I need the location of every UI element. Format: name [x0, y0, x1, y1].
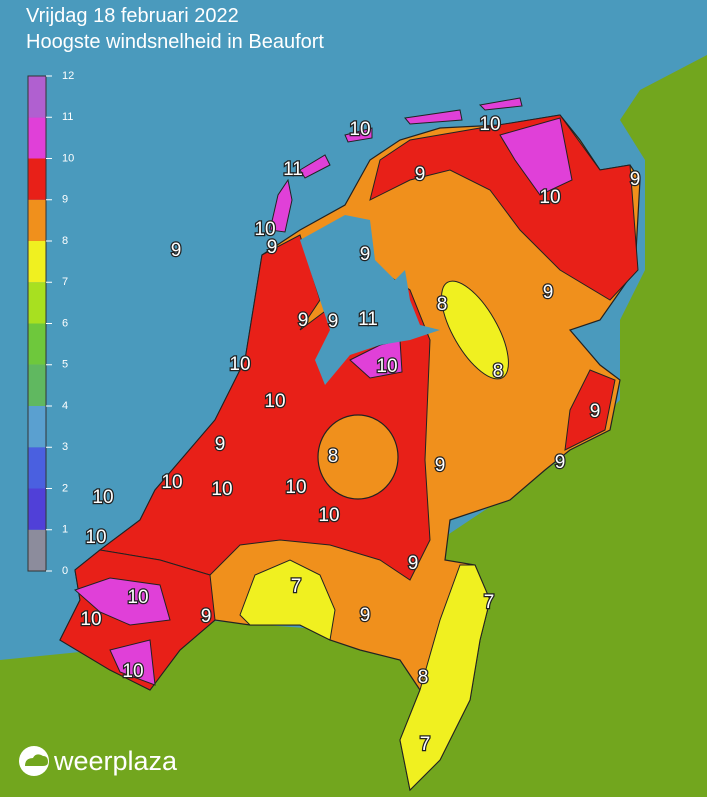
legend-swatch [28, 76, 46, 118]
legend-swatch [28, 323, 46, 365]
wind-label: 9 [298, 310, 309, 331]
legend-swatch [28, 529, 46, 571]
water [300, 215, 440, 385]
legend-swatch [28, 158, 46, 200]
wind-label: 9 [171, 240, 182, 261]
wind-label: 10 [161, 472, 182, 493]
legend-tick-label: 9 [62, 194, 68, 206]
wind-label: 8 [328, 446, 339, 467]
legend-tick-label: 3 [62, 441, 68, 453]
logo: weerplaza [53, 746, 178, 776]
wind-label: 10 [539, 187, 560, 208]
wind-label: 9 [630, 169, 641, 190]
wind-label: 11 [358, 309, 378, 330]
wind-label: 10 [479, 114, 500, 135]
legend-tick-label: 7 [62, 276, 68, 288]
legend-tick-label: 12 [62, 70, 74, 82]
wind-label: 7 [420, 734, 431, 755]
wind-label: 7 [484, 592, 495, 613]
legend-swatch [28, 364, 46, 406]
region-11 [499, 117, 573, 196]
wind-label: 9 [555, 452, 566, 473]
region-7 [239, 559, 336, 641]
legend-tick-label: 6 [62, 317, 68, 329]
wind-label: 10 [122, 661, 143, 682]
wind-label: 10 [85, 527, 106, 548]
wind-label: 10 [318, 505, 339, 526]
wind-label: 8 [493, 361, 504, 382]
legend-tick-label: 1 [62, 524, 68, 536]
island [269, 97, 523, 233]
wind-label: 9 [360, 244, 371, 265]
wind-label: 10 [349, 119, 370, 140]
land [0, 55, 707, 797]
wind-label: 8 [418, 667, 429, 688]
wind-label: 10 [264, 391, 285, 412]
region-8 [317, 414, 399, 500]
title: Vrijdag 18 februari 2022 [26, 5, 239, 27]
wind-label: 9 [328, 311, 339, 332]
wind-label: 9 [435, 455, 446, 476]
wind-label: 10 [285, 477, 306, 498]
wind-label: 9 [267, 237, 278, 258]
region-11 [74, 577, 171, 686]
wind-label: 10 [92, 487, 113, 508]
region-11 [349, 339, 403, 379]
legend-swatch [28, 406, 46, 448]
region-10 [564, 369, 616, 451]
wind-label: 10 [211, 479, 232, 500]
wind-label: 7 [291, 576, 302, 597]
wind-label: 9 [360, 605, 371, 626]
wind-label: 11 [283, 159, 303, 180]
legend-tick-label: 10 [62, 152, 74, 164]
legend-swatch [28, 488, 46, 530]
wind-label: 9 [590, 401, 601, 422]
logo-cloud [25, 754, 48, 766]
wind-label: 9 [543, 282, 554, 303]
legend-swatch [28, 447, 46, 489]
wind-label: 10 [127, 587, 148, 608]
region-8 [441, 280, 509, 380]
wind-label: 9 [415, 164, 426, 185]
legend-tick-label: 11 [62, 111, 73, 123]
legend-tick-label: 0 [62, 565, 68, 577]
wind-label: 10 [80, 609, 101, 630]
wind-label: 10 [376, 356, 397, 377]
wind-label: 10 [229, 354, 250, 375]
legend-tick-label: 4 [62, 400, 68, 412]
wind-label: 10 [254, 219, 275, 240]
wind-label: 9 [215, 434, 226, 455]
legend-swatch [28, 282, 46, 324]
region-10 [369, 114, 639, 301]
wind-label: 8 [437, 294, 448, 315]
legend-swatch [28, 117, 46, 159]
region-7 [399, 564, 491, 792]
wind-label: 9 [408, 553, 419, 574]
legend-tick-label: 8 [62, 235, 68, 247]
wind-label: 9 [201, 606, 212, 627]
legend-tick-label: 2 [62, 482, 68, 494]
subtitle: Hoogste windsnelheid in Beaufort [26, 31, 324, 53]
legend-tick-label: 5 [62, 359, 68, 371]
legend-swatch [28, 199, 46, 241]
legend-swatch [28, 241, 46, 283]
